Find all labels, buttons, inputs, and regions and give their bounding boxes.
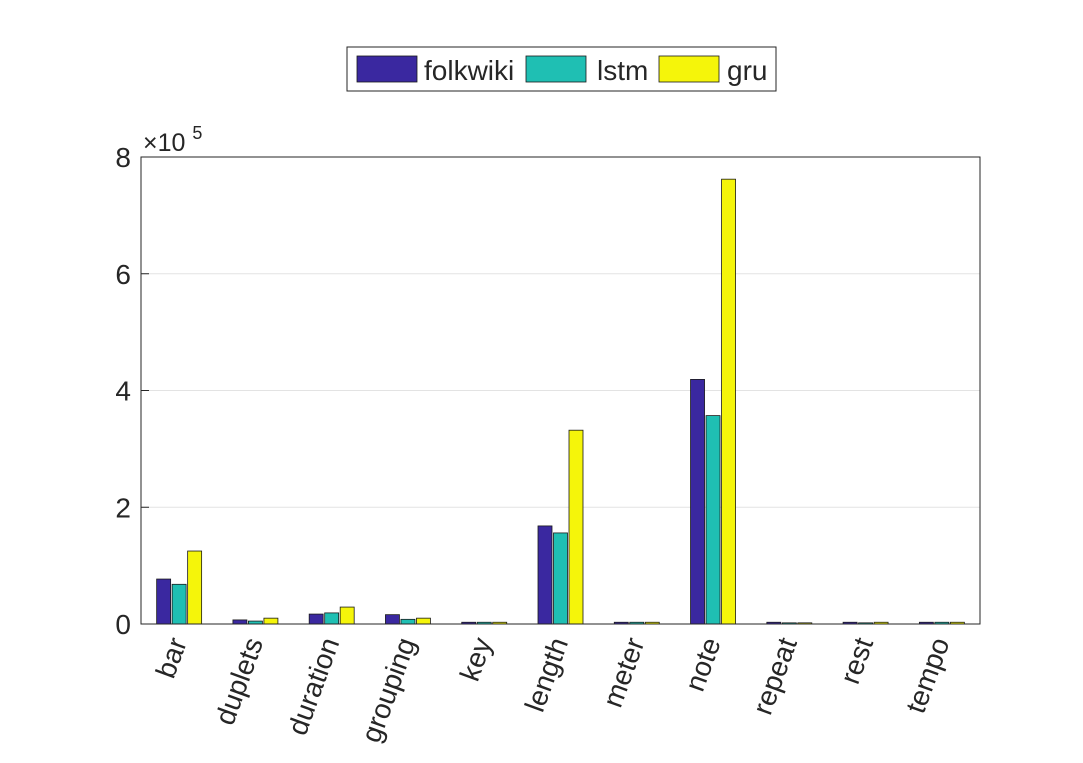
legend: folkwiki lstm gru bbox=[346, 46, 777, 92]
bar-lstm-note bbox=[705, 415, 721, 625]
legend-swatch-lstm bbox=[525, 55, 587, 83]
x-tick-label: length bbox=[519, 633, 574, 715]
bar-gru-duplets bbox=[263, 617, 279, 625]
bar-lstm-bar bbox=[171, 583, 187, 625]
legend-swatch-folkwiki bbox=[356, 55, 418, 83]
x-axis-ticks: bar duplets duration grouping key length meter… bbox=[150, 633, 956, 746]
gridlines bbox=[141, 273, 980, 508]
legend-label-folkwiki: folkwiki bbox=[424, 55, 514, 86]
bars bbox=[156, 178, 965, 625]
x-tick-label: rest bbox=[834, 633, 879, 688]
x-tick-label: note bbox=[679, 633, 727, 695]
x-tick-label: duplets bbox=[209, 633, 269, 728]
y-tick-label: 0 bbox=[115, 609, 131, 640]
y-axis-exponent: ×10 5 bbox=[143, 123, 202, 157]
x-tick-label: bar bbox=[150, 633, 193, 682]
y-axis-ticks: 0 2 4 6 8 bbox=[115, 142, 149, 640]
bar-folkwiki-note bbox=[690, 379, 705, 625]
y-tick-label: 2 bbox=[115, 492, 131, 523]
bar-folkwiki-bar bbox=[156, 578, 172, 625]
x-tick-label: meter bbox=[597, 633, 651, 711]
x-tick-label: grouping bbox=[355, 633, 421, 746]
y-tick-label: 6 bbox=[115, 259, 131, 290]
bar-lstm-duration bbox=[324, 612, 340, 625]
x-tick-label: duration bbox=[282, 633, 346, 739]
bar-lstm-length bbox=[553, 532, 568, 625]
bar-folkwiki-length bbox=[537, 525, 553, 625]
y-tick-label: 4 bbox=[115, 376, 131, 407]
bar-gru-note bbox=[721, 178, 736, 625]
legend-label-lstm: lstm bbox=[597, 55, 648, 86]
x-tick-label: repeat bbox=[747, 633, 803, 718]
bar-gru-grouping bbox=[416, 617, 431, 625]
bar-folkwiki-duration bbox=[308, 613, 324, 625]
bar-lstm-grouping bbox=[400, 618, 416, 625]
x-tick-label: tempo bbox=[900, 633, 956, 717]
y-tick-label: 8 bbox=[115, 142, 131, 173]
bar-gru-duration bbox=[339, 606, 355, 625]
bar-gru-length bbox=[568, 429, 584, 625]
bar-folkwiki-grouping bbox=[385, 614, 400, 625]
bar-gru-bar bbox=[187, 550, 203, 625]
legend-label-gru: gru bbox=[727, 55, 767, 86]
legend-swatch-gru bbox=[658, 55, 720, 83]
exponent-base: ×10 bbox=[143, 129, 185, 157]
exponent-power: 5 bbox=[192, 123, 202, 143]
x-tick-label: key bbox=[454, 633, 498, 685]
bar-folkwiki-duplets bbox=[232, 619, 248, 625]
